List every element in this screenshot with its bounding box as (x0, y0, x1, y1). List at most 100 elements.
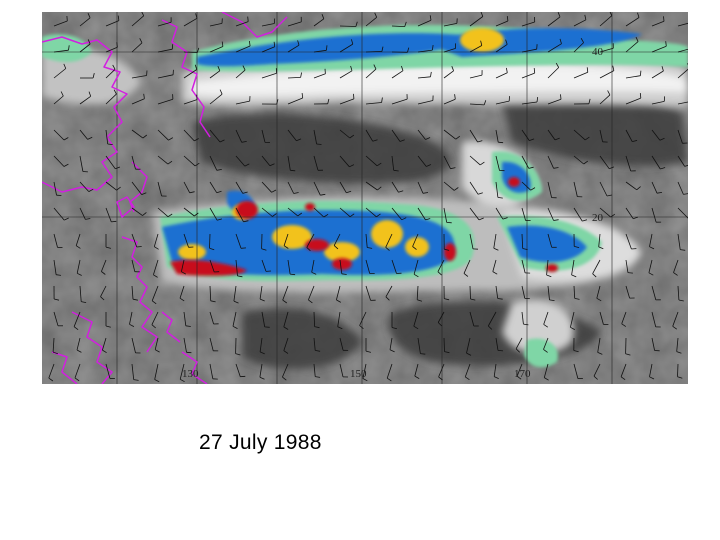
wind-barb (547, 43, 562, 53)
wind-barb (573, 129, 586, 141)
wind-barb-flag (635, 36, 639, 42)
wind-barb-flag (425, 218, 431, 221)
wind-barb-flag (437, 271, 442, 276)
wind-barb-flag (497, 298, 503, 300)
wind-barb-flag (609, 12, 613, 16)
wind-barb-flag (483, 100, 487, 106)
wind-barb (492, 259, 497, 272)
wind-barb (261, 23, 275, 27)
wind-barb-flag (74, 377, 80, 382)
wind-barb (417, 49, 433, 53)
wind-barb (443, 129, 457, 140)
wind-barb (235, 155, 246, 167)
wind-barb (183, 99, 198, 105)
wind-barb-flag (219, 89, 223, 95)
wind-barb (573, 19, 587, 27)
wind-barb (79, 155, 84, 172)
wind-barb (417, 129, 426, 140)
wind-barb (105, 69, 116, 79)
wind-barb (157, 181, 162, 197)
wind-barb-flag (636, 186, 641, 191)
date-caption: 27 July 1988 (199, 431, 322, 454)
wind-barb-flag (105, 325, 111, 328)
wind-barb-flag (351, 39, 354, 45)
wind-barb-flag (497, 350, 504, 352)
wind-barb (543, 311, 549, 325)
wind-barb-flag (596, 297, 602, 302)
wind-barb (365, 51, 382, 53)
wind-barb-flag (316, 143, 322, 145)
wind-barb-flag (107, 143, 113, 145)
wind-barb-flag (296, 138, 302, 142)
wind-barb (677, 233, 681, 250)
wind-barb-flag (73, 326, 79, 331)
lon-label-150: 150 (350, 368, 367, 380)
wind-barb (599, 47, 614, 53)
wind-barb (79, 181, 90, 192)
wind-barb-flag (367, 247, 373, 249)
wind-barb (183, 129, 195, 142)
wind-barb (235, 21, 249, 27)
wind-barb-flag (242, 191, 248, 194)
wind-barb-flag (533, 68, 536, 74)
wind-barb (495, 155, 500, 171)
wind-barb (521, 181, 531, 191)
wind-barb-flag (308, 299, 313, 304)
wind-barb-flag (430, 71, 432, 77)
wind-barb-flag (77, 272, 82, 276)
wind-barb-flag (112, 64, 116, 70)
wind-barb (333, 233, 341, 246)
wind-barb-flag (56, 274, 62, 276)
wind-barb-flag (502, 217, 508, 220)
wind-barb-flag (536, 97, 539, 103)
wind-barb-flag (593, 375, 598, 380)
wind-barb-flag (101, 271, 106, 275)
wind-barb (131, 129, 144, 139)
wind-barb (493, 233, 497, 249)
wind-barb (339, 337, 344, 351)
wind-barb-flag (373, 64, 377, 70)
wind-barb-flag (374, 12, 378, 18)
wind-barb (53, 49, 69, 53)
wind-barb-flag (111, 220, 117, 223)
wind-barb-flag (649, 246, 655, 250)
wind-barb (625, 17, 640, 27)
wind-barb-flag (516, 375, 522, 380)
wind-barb-flag (676, 351, 682, 354)
wind-barb (547, 155, 554, 169)
wind-barb-flag (376, 162, 382, 167)
wind-barb-flag (153, 274, 158, 278)
wind-barb (235, 45, 251, 53)
wind-barb-flag (620, 376, 626, 381)
wind-barb (543, 363, 549, 378)
wind-barb (336, 285, 341, 301)
wind-barb (313, 207, 325, 218)
wind-barb-flag (598, 246, 604, 250)
wind-barb (339, 129, 351, 139)
wind-barb-flag (385, 246, 390, 251)
wind-barb-flag (151, 300, 157, 305)
wind-barb (570, 311, 575, 328)
wind-barb (53, 181, 57, 196)
intense-convection-yellow (178, 28, 504, 262)
wind-barb-flag (437, 322, 443, 327)
wind-barb-flag (259, 351, 265, 355)
wind-barb (651, 155, 661, 170)
wind-barb (306, 233, 315, 248)
wind-barb (183, 311, 187, 326)
wind-barb-flag (235, 353, 241, 356)
wind-barb-flag (677, 376, 683, 379)
wind-barb (599, 155, 610, 169)
wind-barb-flag (273, 41, 276, 47)
wind-barb (359, 311, 367, 326)
wind-barb-flag (506, 16, 509, 22)
wind-barb (261, 311, 266, 327)
wind-barb (181, 259, 185, 272)
wind-barb-flag (639, 93, 642, 99)
wind-barb (209, 259, 215, 273)
wind-barb (365, 181, 378, 191)
wind-barb (651, 45, 667, 53)
wind-barb (259, 337, 263, 352)
wind-barb (157, 74, 174, 79)
wind-barb-flag (194, 138, 199, 142)
